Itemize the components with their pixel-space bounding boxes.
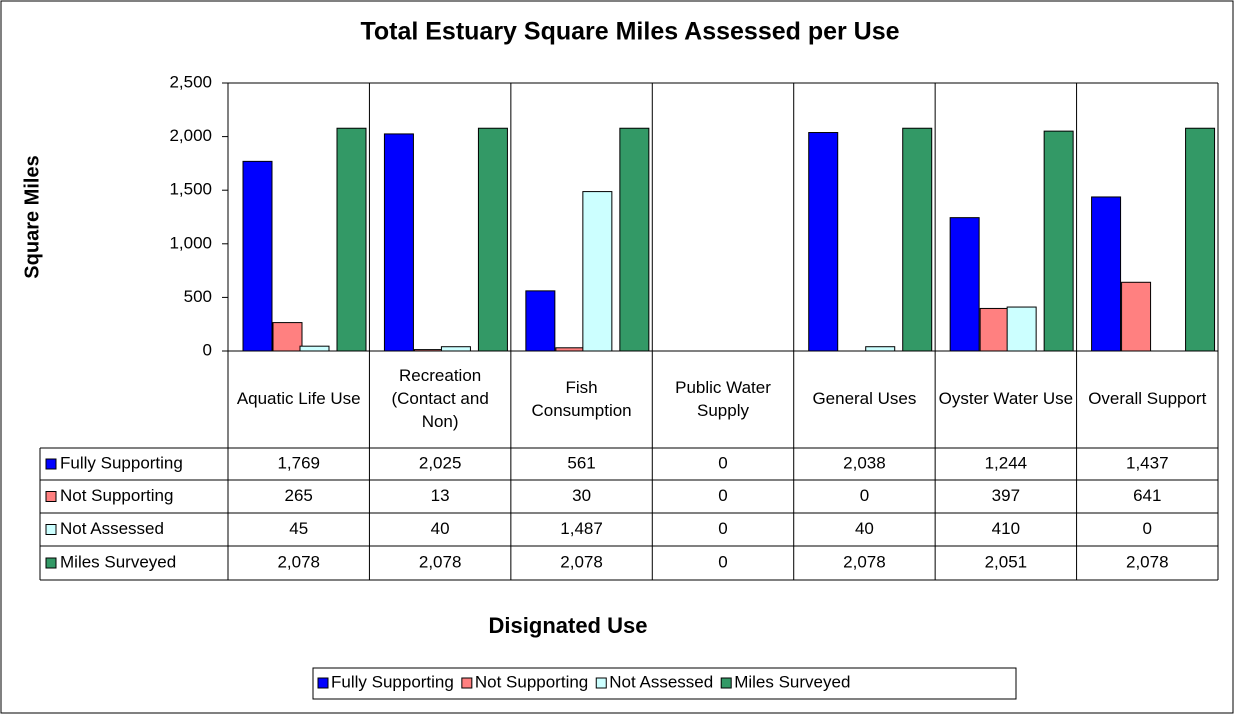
- table-row-label: Fully Supporting: [60, 453, 183, 472]
- table-value: 265: [285, 486, 313, 505]
- table-legend-key: [45, 524, 57, 535]
- legend-label: Not Supporting: [475, 672, 588, 691]
- table-value: 2,025: [419, 453, 462, 472]
- legend-key: [595, 677, 607, 689]
- table-value: 2,038: [843, 453, 886, 472]
- legend-key: [461, 677, 473, 689]
- table-value: 410: [992, 519, 1020, 538]
- table-value: 1,437: [1126, 453, 1169, 472]
- table-row-label: Miles Surveyed: [60, 552, 176, 571]
- legend-label: Not Assessed: [609, 672, 713, 691]
- table-value: 30: [572, 486, 591, 505]
- table-value: 13: [431, 486, 450, 505]
- x-axis-title: Disignated Use: [489, 613, 648, 638]
- y-tick-label: 2,500: [169, 72, 212, 91]
- bar: [242, 160, 273, 352]
- bar: [619, 127, 650, 352]
- x-tick-label: Oyster Water Use: [938, 389, 1074, 409]
- category-cell: Recreation (Contact and Non): [391, 366, 489, 431]
- bar: [1006, 306, 1037, 352]
- bar: [1043, 130, 1074, 352]
- category-cell: Overall Support: [1088, 389, 1207, 409]
- y-tick-label: 2,000: [169, 126, 212, 145]
- bar: [413, 349, 444, 352]
- table-value: 45: [289, 519, 308, 538]
- y-tick-label: 0: [203, 340, 212, 359]
- table-value: 397: [992, 486, 1020, 505]
- bar: [1091, 196, 1122, 352]
- bar: [440, 346, 471, 352]
- bar: [1121, 281, 1152, 352]
- bar: [525, 290, 556, 352]
- bar: [383, 133, 414, 352]
- category-cell: General Uses: [812, 389, 917, 409]
- table-value: 2,078: [419, 552, 462, 571]
- table-value: 2,051: [985, 552, 1028, 571]
- legend-box: [312, 667, 1017, 700]
- table-value: 2,078: [843, 552, 886, 571]
- legend-key: [720, 677, 732, 689]
- bar: [902, 127, 933, 352]
- bar: [865, 346, 896, 352]
- category-cell: Oyster Water Use: [938, 389, 1074, 409]
- table-value: 2,078: [277, 552, 320, 571]
- category-cell: Aquatic Life Use: [236, 389, 361, 409]
- table-row-label: Not Supporting: [60, 486, 173, 505]
- bar: [949, 217, 980, 352]
- bar: [555, 347, 586, 352]
- table-value: 0: [860, 486, 869, 505]
- table-value: 1,487: [560, 519, 603, 538]
- bar: [808, 132, 839, 352]
- x-tick-label: Overall Support: [1088, 389, 1207, 409]
- x-tick-label: Fish Consumption: [531, 377, 632, 420]
- bar: [582, 191, 613, 352]
- x-tick-label: Aquatic Life Use: [236, 389, 361, 409]
- category-cell: Public Water Supply: [675, 377, 771, 420]
- table-value: 1,769: [277, 453, 320, 472]
- bar: [979, 307, 1010, 352]
- table-value: 1,244: [985, 453, 1028, 472]
- table-value: 2,078: [1126, 552, 1169, 571]
- bar: [336, 127, 367, 352]
- table-legend-key: [45, 557, 57, 569]
- table-value: 0: [718, 519, 727, 538]
- table-legend-key: [45, 491, 57, 502]
- x-tick-label: Public Water Supply: [675, 377, 771, 420]
- legend-key: [317, 677, 329, 689]
- x-tick-label: Recreation (Contact and Non): [391, 366, 489, 431]
- table-value: 641: [1133, 486, 1161, 505]
- table-value: 0: [718, 486, 727, 505]
- table-row-label: Not Assessed: [60, 519, 164, 538]
- table-value: 0: [718, 552, 727, 571]
- chart-title: Total Estuary Square Miles Assessed per …: [360, 18, 899, 46]
- bar: [477, 127, 508, 352]
- table-value: 0: [1143, 519, 1152, 538]
- table-value: 40: [431, 519, 450, 538]
- legend-label: Miles Surveyed: [734, 672, 850, 691]
- table-value: 0: [718, 453, 727, 472]
- y-tick-label: 1,000: [169, 233, 212, 252]
- bar: [299, 345, 330, 352]
- legend-label: Fully Supporting: [331, 672, 454, 691]
- x-tick-label: General Uses: [812, 389, 917, 409]
- table-legend-key: [45, 458, 57, 470]
- y-tick-label: 500: [184, 287, 212, 306]
- bar: [1185, 127, 1216, 352]
- table-value: 2,078: [560, 552, 603, 571]
- table-value: 40: [855, 519, 874, 538]
- y-axis-title: Square Miles: [21, 155, 43, 278]
- category-cell: Fish Consumption: [531, 377, 632, 420]
- table-value: 561: [567, 453, 595, 472]
- y-tick-label: 1,500: [169, 180, 212, 199]
- bar: [272, 322, 303, 352]
